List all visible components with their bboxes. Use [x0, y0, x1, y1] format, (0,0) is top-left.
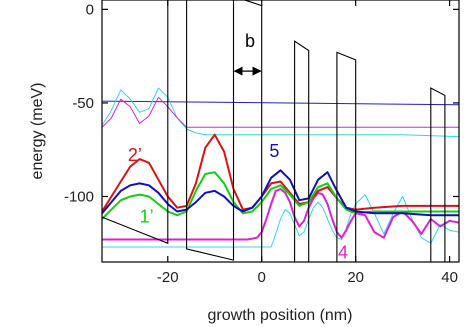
series-line-3	[102, 96, 459, 128]
band-profile-line	[102, 0, 459, 262]
plot-frame	[101, 0, 460, 263]
plot-area	[102, 0, 459, 262]
x-tick-label: -20	[157, 269, 179, 286]
y-axis-label: energy (meV)	[29, 83, 46, 180]
y-tick-label: -50	[72, 95, 94, 112]
annotation-label: 1’	[140, 207, 154, 227]
annotation-label: 2’	[128, 145, 142, 165]
x-axis-label: growth position (nm)	[208, 307, 353, 324]
x-tick-label: 0	[258, 269, 266, 286]
axis-ticks: -20 0 20 40 0 -50 -100	[64, 0, 459, 286]
x-tick-label: 40	[441, 269, 458, 286]
series-line-8	[102, 169, 459, 217]
annotation-label: b	[245, 31, 255, 51]
series-line-1	[102, 100, 459, 106]
x-tick-label: 20	[347, 269, 364, 286]
annotation-label: 4	[338, 242, 348, 262]
series-layer	[102, 87, 459, 248]
series-line-6	[102, 133, 459, 213]
annotations: 2’ 1’ 5 4 b	[128, 31, 348, 262]
series-line-2	[102, 87, 459, 138]
series-line-7	[102, 171, 459, 220]
y-tick-label: 0	[86, 1, 94, 18]
annotation-label: 5	[269, 141, 279, 161]
y-tick-label: -100	[64, 189, 94, 206]
